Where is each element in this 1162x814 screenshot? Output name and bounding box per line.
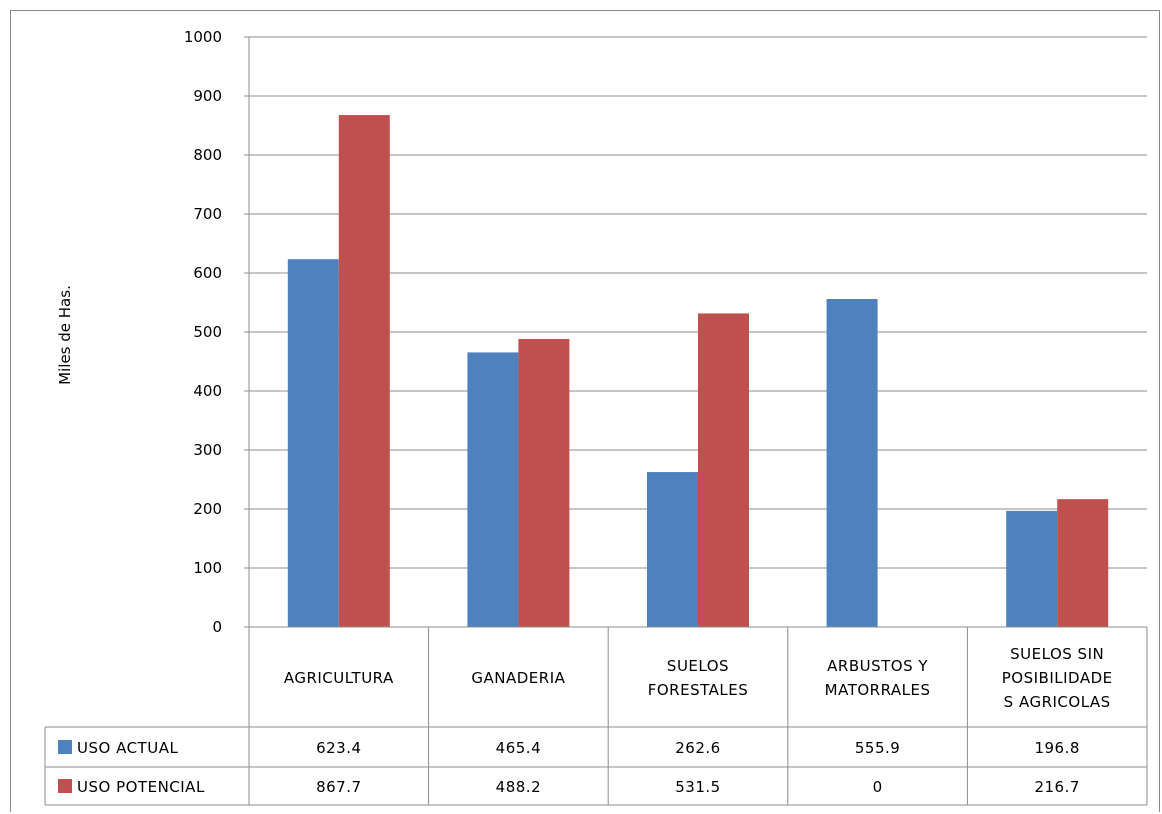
bar-uso-actual bbox=[467, 352, 519, 627]
y-tick-label: 600 bbox=[193, 264, 222, 282]
data-table: AGRICULTURA GANADERIA SUELOS FORESTALES ARBU… bbox=[44, 626, 1148, 806]
y-axis-title: Miles de Has. bbox=[56, 285, 74, 385]
category-label: POSIBILIDADE bbox=[1002, 669, 1113, 687]
y-tick-label: 1000 bbox=[184, 28, 222, 46]
y-tick-label: 500 bbox=[193, 323, 222, 341]
category-label: FORESTALES bbox=[648, 681, 748, 699]
category-label: ARBUSTOS Y bbox=[827, 657, 928, 675]
table-value: 216.7 bbox=[1034, 778, 1079, 796]
category-label: AGRICULTURA bbox=[284, 669, 394, 687]
bars bbox=[287, 115, 1109, 627]
bar-uso-potencial bbox=[698, 313, 749, 627]
y-tick-label: 900 bbox=[193, 87, 222, 105]
y-tick-label: 0 bbox=[212, 618, 222, 636]
table-value: 196.8 bbox=[1034, 739, 1079, 757]
table-value: 488.2 bbox=[496, 778, 541, 796]
bar-uso-actual bbox=[647, 472, 698, 627]
legend-label: USO ACTUAL bbox=[77, 739, 178, 757]
bar-uso-actual bbox=[287, 259, 339, 627]
y-tick-label: 800 bbox=[193, 146, 222, 164]
axes bbox=[244, 36, 250, 628]
bar-uso-potencial bbox=[1057, 499, 1109, 627]
legend-key bbox=[58, 740, 72, 754]
bar-uso-actual bbox=[1006, 510, 1058, 627]
bar-uso-actual bbox=[826, 299, 878, 627]
table-value: 867.7 bbox=[316, 778, 361, 796]
table-value: 531.5 bbox=[675, 778, 720, 796]
y-tick-label: 200 bbox=[193, 500, 222, 518]
y-tick-labels: 0 100 200 300 400 500 600 700 800 900 1000 bbox=[184, 28, 222, 636]
table-value: 555.9 bbox=[855, 739, 900, 757]
category-label: S AGRICOLAS bbox=[1004, 693, 1111, 711]
y-tick-label: 700 bbox=[193, 205, 222, 223]
category-label: MATORRALES bbox=[825, 681, 931, 699]
bar-uso-potencial bbox=[338, 115, 390, 627]
table-value: 623.4 bbox=[316, 739, 361, 757]
table-value: 465.4 bbox=[496, 739, 541, 757]
table-value: 262.6 bbox=[675, 739, 720, 757]
y-tick-label: 300 bbox=[193, 441, 222, 459]
bar-uso-potencial bbox=[518, 338, 570, 627]
legend-key bbox=[58, 779, 72, 793]
y-tick-label: 100 bbox=[193, 559, 222, 577]
chart-frame bbox=[10, 10, 1160, 812]
category-label: SUELOS bbox=[667, 657, 729, 675]
table-value: 0 bbox=[873, 778, 883, 796]
category-label: SUELOS SIN bbox=[1010, 645, 1104, 663]
category-label: GANADERIA bbox=[471, 669, 565, 687]
legend-label: USO POTENCIAL bbox=[77, 778, 205, 796]
y-tick-label: 400 bbox=[193, 382, 222, 400]
